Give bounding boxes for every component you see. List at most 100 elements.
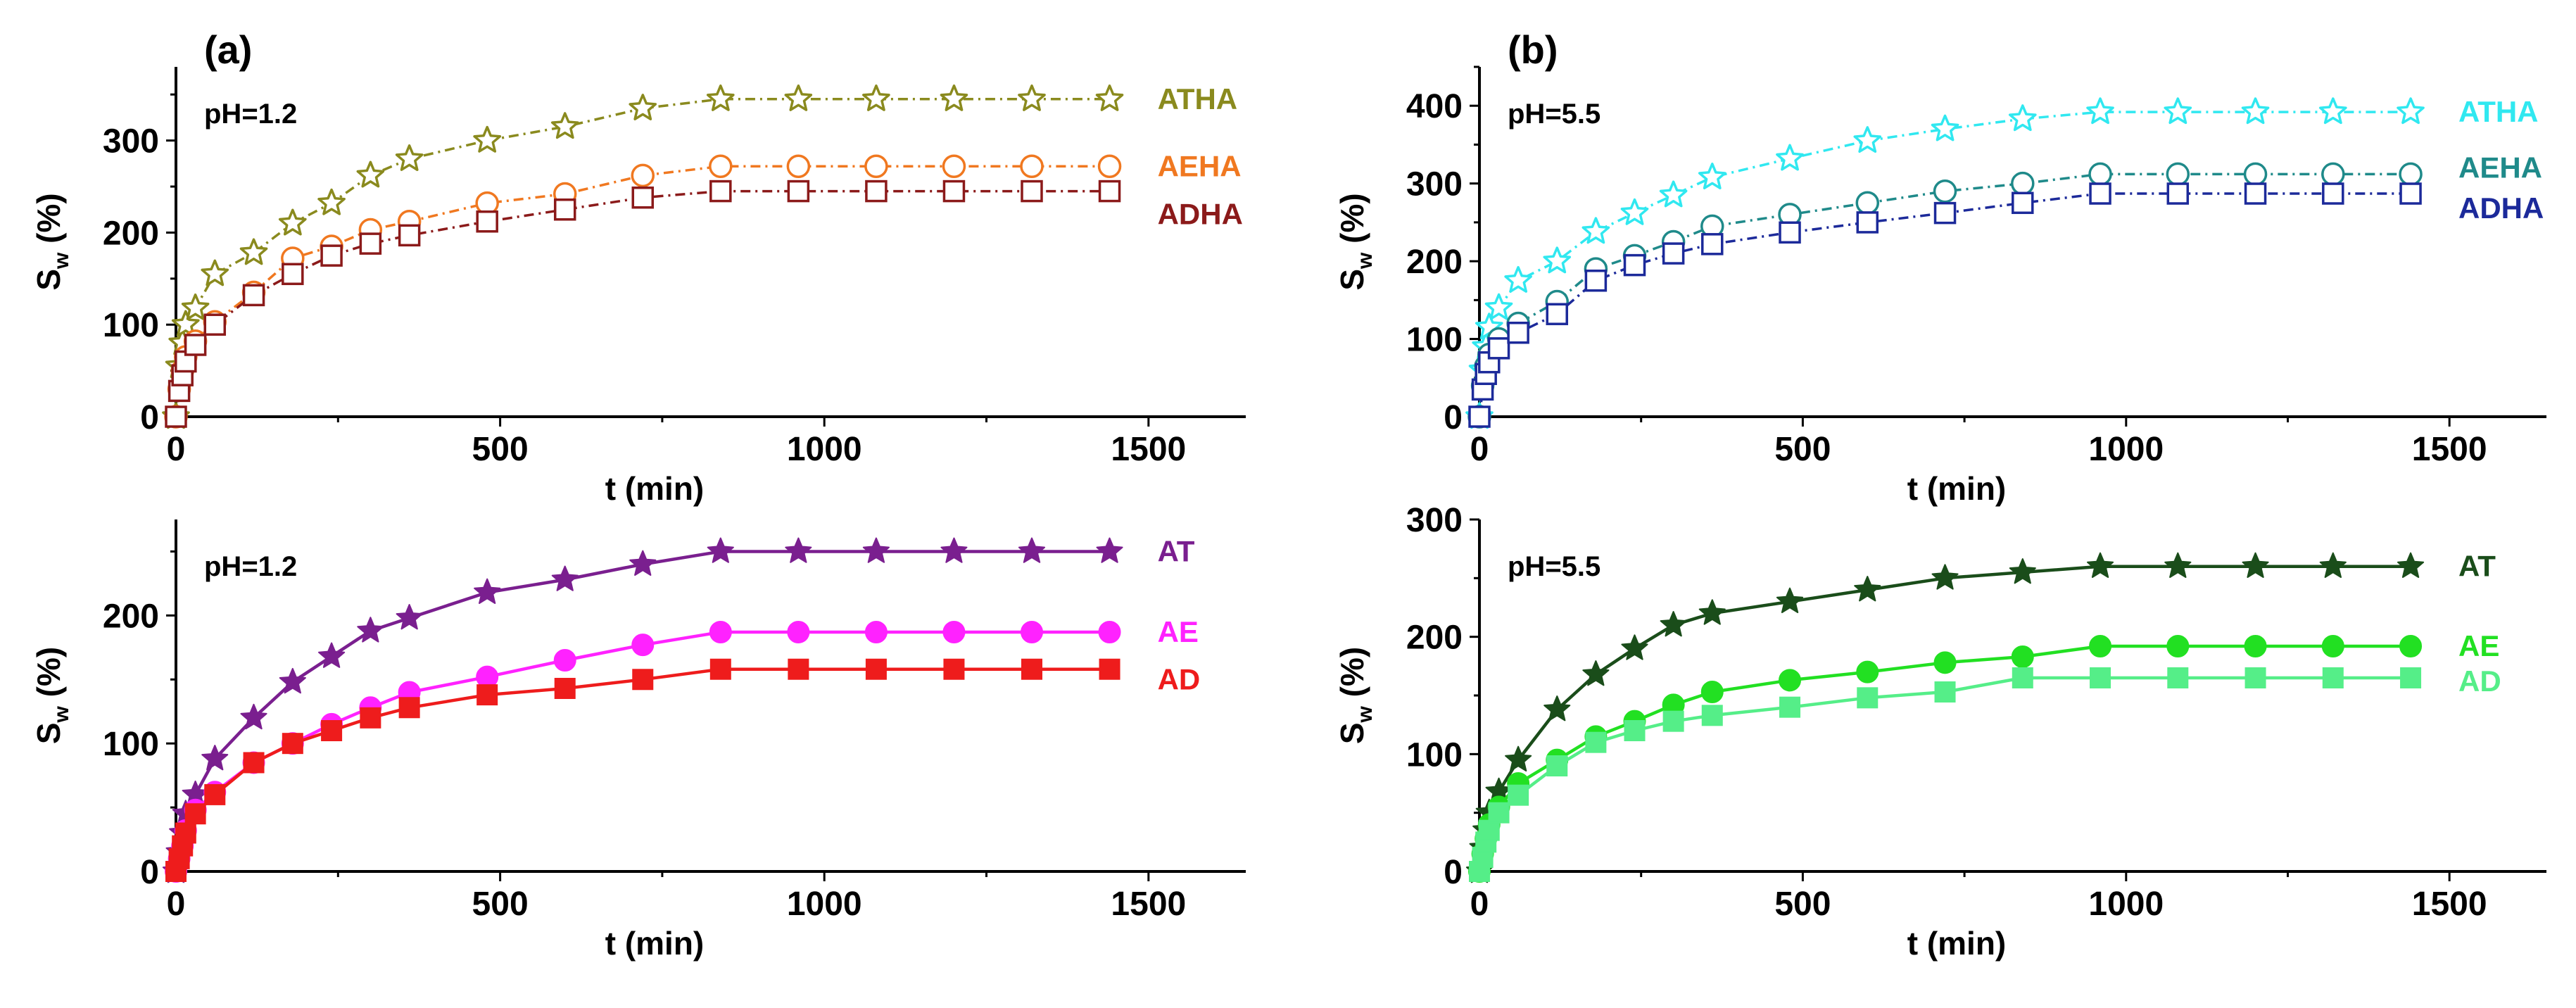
y-tick-label: 200 [1406, 619, 1463, 657]
chart-b-top: 0 500 1000 1500 0 100 200 300 400 t (min) Sw (%) (b… [1334, 27, 2546, 507]
y-tick-label: 100 [1406, 322, 1463, 359]
atha-point-5 [1504, 265, 1532, 293]
aeha-point-14 [2011, 171, 2035, 196]
series-line-at [1477, 565, 2411, 872]
x-tick-label: 500 [472, 886, 529, 923]
ad-point-8 [1624, 720, 1646, 741]
x-tick-label: 500 [472, 431, 529, 468]
adha-point-16 [2166, 182, 2190, 205]
series-line-ad [1477, 676, 2411, 872]
at-point-14 [707, 537, 734, 563]
ad-point-4 [1488, 802, 1510, 824]
at-point-13 [629, 550, 657, 576]
ad-point-13 [632, 669, 654, 691]
y-axis-title-main: S [30, 722, 67, 744]
x-tick-label: 1500 [2412, 886, 2487, 923]
adha-point-19 [2399, 182, 2422, 205]
atha-point-5 [201, 259, 229, 286]
ad-point-7 [1585, 731, 1607, 753]
at-point-5 [201, 745, 229, 771]
at-point-11 [474, 578, 501, 604]
condition-label: pH=5.5 [1508, 551, 1600, 582]
atha-point-19 [1095, 84, 1124, 111]
at-point-11 [1776, 587, 1804, 613]
x-tick-label: 0 [1470, 431, 1489, 468]
at-point-5 [1505, 745, 1532, 771]
y-axis-title-main: S [30, 269, 67, 291]
adha-point-13 [631, 186, 655, 209]
adha-point-15 [787, 179, 810, 203]
aeha-point-12 [1855, 191, 1880, 215]
chart-a-top: 0 500 1000 1500 0 100 200 300 t (min) Sw (%) (a) pH… [30, 27, 1246, 507]
aeha-point-13 [631, 163, 655, 188]
y-axis-title-main: S [1334, 269, 1370, 291]
ae-point-16 [864, 621, 888, 643]
atha-point-10 [395, 144, 424, 171]
at-point-17 [2242, 552, 2269, 578]
atha-point-11 [473, 125, 502, 153]
y-tick-label: 400 [1406, 88, 1463, 125]
ad-point-16 [865, 658, 887, 680]
x-tick-label: 1000 [787, 886, 862, 923]
at-point-8 [318, 642, 346, 668]
ae-point-13 [1933, 651, 1957, 674]
adha-point-13 [1933, 201, 1957, 225]
at-point-14 [2009, 558, 2036, 584]
atha-point-13 [629, 94, 657, 120]
aeha-point-18 [1020, 154, 1044, 179]
ad-point-14 [709, 658, 731, 680]
y-axis-title-sub: w [1353, 705, 1377, 723]
ad-point-15 [788, 658, 809, 680]
series-ad [1469, 667, 2422, 882]
ae-point-19 [1098, 621, 1121, 643]
adha-point-8 [320, 244, 343, 267]
series-ae [1468, 635, 2423, 883]
at-point-8 [1621, 634, 1648, 660]
chart-b-bottom: 0 500 1000 1500 0 100 200 300 t (min) Sw (%) pH=5.… [1334, 502, 2546, 962]
series-at [162, 537, 1123, 883]
ae-point-14 [709, 621, 732, 643]
adha-point-6 [242, 284, 265, 307]
ad-point-10 [398, 697, 420, 719]
aeha-point-19 [1097, 154, 1122, 179]
atha-point-14 [706, 84, 735, 111]
atha-point-12 [550, 112, 579, 139]
ad-point-7 [282, 733, 303, 755]
aeha-point-14 [709, 154, 733, 179]
at-point-9 [1660, 611, 1687, 637]
aeha-point-18 [2321, 162, 2345, 187]
aeha-point-13 [1933, 179, 1957, 203]
atha-point-16 [2164, 97, 2192, 125]
aeha-point-15 [2088, 162, 2112, 187]
at-point-6 [1543, 695, 1571, 722]
y-axis-title-unit: (%) [1334, 647, 1370, 706]
at-point-10 [396, 604, 423, 630]
atha-point-6 [239, 238, 268, 265]
atha-point-8 [1620, 198, 1649, 225]
atha-point-8 [317, 188, 346, 215]
adha-point-11 [1779, 221, 1801, 244]
adha-point-12 [553, 198, 576, 221]
x-tick-label: 0 [167, 431, 186, 468]
at-point-10 [1698, 599, 1726, 625]
x-tick-label: 1500 [1111, 431, 1186, 468]
ae-point-18 [1021, 621, 1043, 643]
y-tick-label: 0 [140, 399, 159, 436]
series-label-adha: ADHA [2458, 191, 2544, 225]
at-point-12 [1854, 576, 1881, 602]
adha-point-17 [942, 179, 966, 203]
condition-label: pH=1.2 [204, 99, 297, 130]
x-tick-label: 0 [1470, 886, 1489, 923]
at-point-12 [551, 565, 579, 591]
at-point-18 [2319, 552, 2347, 578]
series-adha [165, 179, 1121, 428]
at-point-19 [1096, 537, 1123, 563]
ad-point-9 [360, 707, 381, 729]
adha-point-11 [476, 210, 498, 233]
x-axis-title: t (min) [605, 925, 705, 962]
atha-point-14 [2008, 104, 2037, 132]
ad-point-6 [243, 752, 265, 774]
atha-point-15 [2086, 97, 2114, 125]
y-tick-label: 100 [103, 307, 159, 344]
x-tick-label: 1000 [2088, 431, 2164, 468]
